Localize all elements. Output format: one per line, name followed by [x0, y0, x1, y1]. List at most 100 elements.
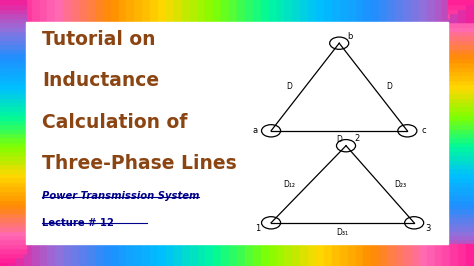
Bar: [47, 0, 55, 22]
Bar: [103, 244, 110, 266]
Bar: [448, 248, 474, 253]
Bar: [448, 222, 474, 226]
Bar: [221, 0, 229, 22]
Bar: [0, 195, 26, 200]
Bar: [324, 0, 332, 22]
Bar: [95, 244, 103, 266]
Bar: [0, 84, 26, 89]
Text: D: D: [336, 135, 342, 144]
Text: 1: 1: [255, 223, 260, 232]
Bar: [448, 93, 474, 98]
Bar: [0, 173, 26, 177]
Bar: [63, 0, 71, 22]
Bar: [411, 0, 419, 22]
Bar: [450, 244, 458, 266]
Bar: [448, 160, 474, 164]
Bar: [221, 244, 229, 266]
Text: 3: 3: [425, 223, 430, 232]
Bar: [0, 35, 26, 40]
Bar: [63, 244, 71, 266]
Bar: [448, 217, 474, 222]
Bar: [448, 204, 474, 208]
Bar: [448, 106, 474, 111]
Bar: [229, 0, 237, 22]
Bar: [427, 244, 435, 266]
Bar: [229, 244, 237, 266]
Bar: [0, 120, 26, 124]
Bar: [134, 0, 142, 22]
Bar: [158, 244, 166, 266]
Bar: [0, 40, 26, 44]
Bar: [0, 58, 26, 62]
Bar: [448, 142, 474, 146]
Text: Three-Phase Lines: Three-Phase Lines: [42, 154, 237, 173]
Bar: [24, 0, 32, 22]
Bar: [448, 58, 474, 62]
Bar: [0, 244, 8, 266]
Bar: [448, 253, 474, 257]
Bar: [0, 138, 26, 142]
Bar: [308, 0, 316, 22]
Bar: [158, 0, 166, 22]
Bar: [276, 244, 284, 266]
Bar: [0, 0, 26, 5]
Text: D₃₁: D₃₁: [337, 228, 348, 237]
Bar: [448, 9, 474, 13]
Bar: [213, 0, 221, 22]
Bar: [466, 244, 474, 266]
Bar: [395, 244, 403, 266]
Bar: [39, 244, 47, 266]
Bar: [205, 244, 213, 266]
Text: c: c: [421, 126, 426, 135]
Bar: [411, 244, 419, 266]
Bar: [448, 226, 474, 231]
Bar: [448, 182, 474, 186]
Bar: [466, 0, 474, 22]
Bar: [448, 244, 474, 248]
Bar: [71, 244, 79, 266]
Bar: [448, 235, 474, 239]
Bar: [371, 0, 379, 22]
Bar: [0, 71, 26, 75]
Bar: [448, 115, 474, 120]
Bar: [79, 244, 87, 266]
Bar: [16, 0, 24, 22]
Bar: [0, 226, 26, 231]
Bar: [26, 22, 448, 244]
Bar: [87, 0, 95, 22]
Bar: [448, 200, 474, 204]
Bar: [0, 49, 26, 53]
Bar: [166, 244, 174, 266]
Bar: [0, 200, 26, 204]
Bar: [0, 257, 26, 261]
Bar: [448, 213, 474, 217]
Bar: [448, 0, 474, 5]
Bar: [0, 98, 26, 102]
Bar: [8, 244, 16, 266]
Bar: [316, 0, 324, 22]
Bar: [442, 244, 450, 266]
Bar: [174, 244, 182, 266]
Bar: [458, 0, 466, 22]
Bar: [356, 244, 364, 266]
Bar: [403, 244, 411, 266]
Bar: [118, 244, 127, 266]
Bar: [448, 168, 474, 173]
Text: D₁₂: D₁₂: [283, 180, 295, 189]
Bar: [24, 244, 32, 266]
Bar: [0, 115, 26, 120]
Bar: [118, 0, 127, 22]
Bar: [0, 75, 26, 80]
Bar: [0, 9, 26, 13]
Bar: [448, 89, 474, 93]
Bar: [0, 164, 26, 168]
Bar: [0, 244, 26, 248]
Bar: [0, 204, 26, 208]
Bar: [0, 231, 26, 235]
Bar: [0, 186, 26, 191]
Bar: [308, 244, 316, 266]
Bar: [448, 128, 474, 133]
Bar: [127, 244, 134, 266]
Bar: [0, 5, 26, 9]
Bar: [182, 0, 190, 22]
